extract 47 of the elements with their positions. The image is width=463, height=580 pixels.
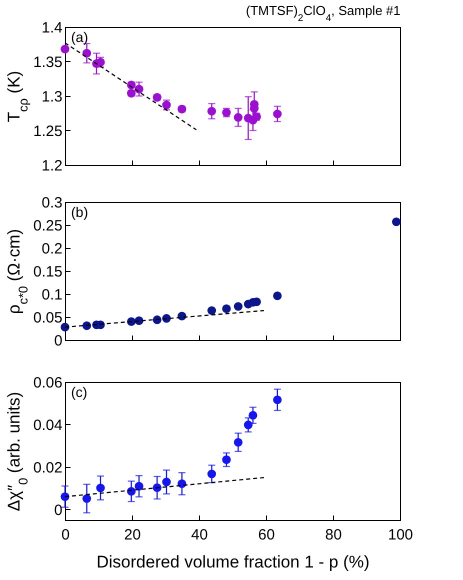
point [60, 44, 70, 54]
point [152, 315, 162, 324]
y-tick-label: 1.25 [33, 123, 62, 140]
point [273, 292, 282, 300]
point [162, 478, 171, 486]
y-tick-label: 0 [54, 332, 62, 350]
x-tick-label: 20 [124, 526, 141, 544]
point [222, 304, 231, 314]
x-tick-label: 80 [325, 526, 342, 544]
point [273, 396, 282, 404]
y-tick-label: 0 [54, 502, 62, 519]
point [248, 411, 258, 420]
y-tick-label: 0.2 [42, 240, 62, 258]
y-tick-label: 1.4 [42, 20, 62, 36]
chart-title: (TMTSF)$_{2}$ClO$_{4}$, Sample #1 [246, 3, 400, 24]
y-tick-label: 0.15 [33, 264, 62, 280]
x-tick-label: 100 [388, 526, 414, 544]
y-tick-label: 0.05 [33, 310, 62, 326]
point [82, 494, 92, 503]
point [222, 455, 231, 464]
x-tick-label: 40 [191, 526, 208, 544]
x-tick-label: 60 [258, 526, 275, 544]
point [392, 217, 401, 226]
point [207, 306, 216, 315]
y-tick-label: 0.04 [33, 416, 62, 434]
point [207, 106, 216, 116]
y-tick-label: 0.06 [33, 374, 62, 392]
point [273, 110, 282, 118]
point [207, 470, 216, 478]
y-tick-label: 1.2 [42, 158, 62, 174]
point [96, 484, 105, 492]
y-tick-label: 0.3 [42, 194, 62, 212]
annotation: (c) [71, 384, 88, 400]
point [234, 302, 243, 311]
annotation: (b) [71, 204, 88, 220]
y-tick-label: 1.35 [33, 54, 62, 71]
point [82, 48, 92, 58]
point [244, 420, 253, 430]
x-axis-title: Disordered volume fraction 1 - p (%) [96, 552, 370, 572]
y-tick-label: 0.02 [33, 459, 62, 476]
point [134, 482, 144, 491]
annotation: (a) [71, 29, 88, 45]
y-tick-label: 0.1 [42, 286, 62, 304]
point [234, 113, 243, 122]
y-tick-label: 0.25 [33, 218, 62, 234]
y-tick-label: 1.3 [42, 88, 62, 106]
point [234, 438, 243, 447]
